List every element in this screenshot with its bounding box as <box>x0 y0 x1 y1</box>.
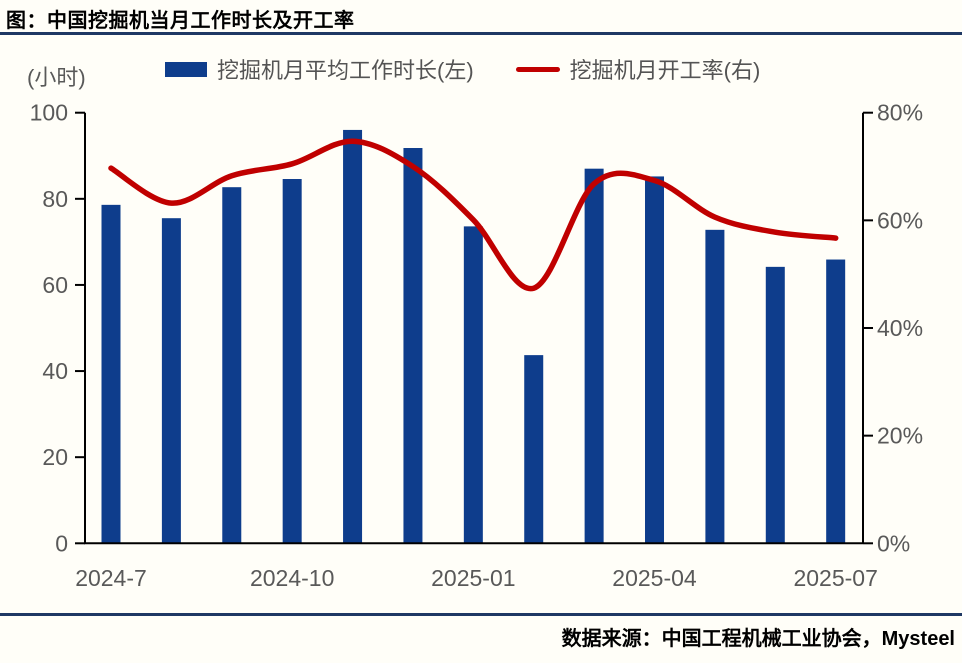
bar-2024-9 <box>222 187 242 544</box>
left-axis-tick-label: 80 <box>42 186 68 212</box>
right-axis-tick-label: 80% <box>877 100 923 126</box>
bar-2024-7 <box>101 204 121 544</box>
data-source-note: 数据来源：中国工程机械工业协会，Mysteel <box>561 628 955 650</box>
left-axis-tick-label: 60 <box>42 272 68 298</box>
legend: 挖掘机月平均工作时长(左) 挖掘机月开工率(右) <box>165 55 760 83</box>
right-axis-tick-label: 0% <box>877 530 910 556</box>
x-axis-tick-label: 2024-10 <box>250 565 334 591</box>
footer-divider-line <box>0 613 962 616</box>
right-axis-tick-label: 60% <box>877 207 923 233</box>
x-axis-tick-label: 2025-04 <box>612 565 697 591</box>
bar-2025-01 <box>463 226 483 544</box>
legend-item-bar-series: 挖掘机月平均工作时长(左) <box>165 53 474 85</box>
bar-2025-06 <box>765 266 785 544</box>
bar-2025-03 <box>584 168 604 544</box>
left-axis-tick-label: 100 <box>30 100 68 126</box>
x-axis-tick-label: 2025-01 <box>431 565 515 591</box>
legend-item-line-series: 挖掘机月开工率(右) <box>515 53 761 85</box>
bar-2024-11 <box>343 129 363 544</box>
bar-2025-07 <box>826 259 846 544</box>
chart-title: 图：中国挖掘机当月工作时长及开工率 <box>6 10 355 32</box>
bar-series-swatch-icon <box>165 61 207 77</box>
right-axis-tick-label: 20% <box>877 423 923 449</box>
line-series-label: 挖掘机月开工率(右) <box>569 58 761 83</box>
right-axis-tick-label: 40% <box>877 315 923 341</box>
x-axis-tick-label: 2024-7 <box>75 565 147 591</box>
bar-series-label: 挖掘机月平均工作时长(左) <box>217 58 474 83</box>
bar-2024-12 <box>403 148 423 544</box>
bar-2025-02 <box>524 355 544 544</box>
bar-2024-8 <box>161 218 181 544</box>
left-axis-tick-label: 40 <box>42 358 68 384</box>
operating-rate-line <box>108 138 839 292</box>
bar-2025-04 <box>645 176 665 544</box>
line-series-swatch-icon <box>515 66 560 72</box>
left-axis-tick-label: 0 <box>55 530 68 556</box>
bar-2024-10 <box>282 179 302 544</box>
bar-2025-05 <box>705 229 725 544</box>
title-divider-line <box>0 32 962 35</box>
x-axis-tick-label: 2025-07 <box>793 565 877 591</box>
left-axis-unit-label: (小时) <box>27 65 86 90</box>
left-axis-tick-label: 20 <box>42 444 68 470</box>
